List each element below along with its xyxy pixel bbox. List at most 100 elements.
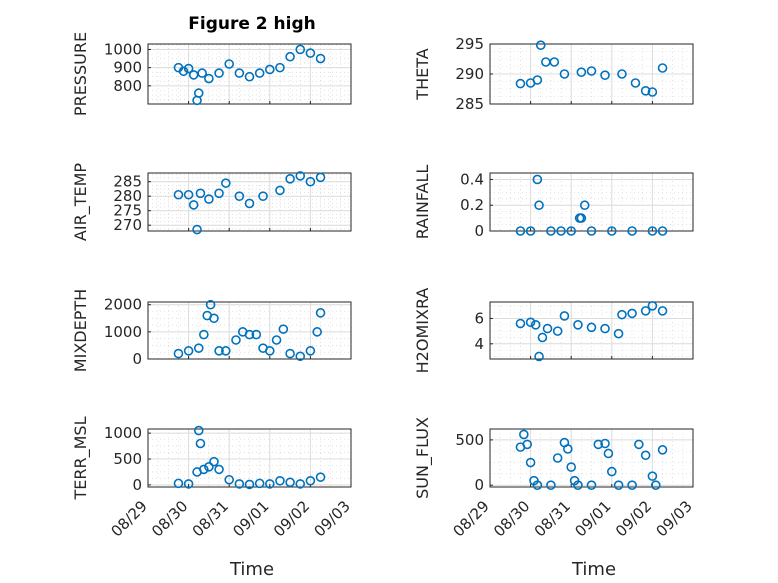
data-point — [617, 69, 627, 79]
data-point — [657, 63, 668, 73]
data-point — [195, 438, 206, 449]
axes-box — [147, 301, 352, 360]
y-axis-label: PRESSURE — [71, 32, 90, 116]
data-point — [205, 299, 216, 310]
y-tick-label: 290 — [455, 65, 484, 83]
data-point — [221, 346, 231, 356]
data-point — [647, 300, 658, 311]
data-point — [563, 444, 573, 454]
y-tick-label: 270 — [113, 216, 142, 234]
data-point — [275, 62, 285, 73]
x-axis-label-right: Time — [571, 559, 616, 580]
data-point — [549, 57, 560, 67]
data-point — [305, 346, 316, 356]
subplot-rainfall: 0 0.2 0.4 RAINFALL — [413, 165, 694, 240]
data-point — [285, 348, 295, 359]
y-tick-label: 0 — [132, 476, 142, 494]
data-point — [586, 480, 597, 490]
data-point — [515, 226, 526, 236]
y-tick-label: 1000 — [104, 323, 142, 341]
data-point — [312, 327, 322, 337]
y-tick-label: 1000 — [104, 40, 142, 58]
y-tick-label: 1000 — [104, 424, 142, 442]
data-point — [173, 189, 184, 200]
data-point — [295, 479, 306, 489]
data-point — [193, 425, 204, 436]
axes-box — [489, 172, 694, 232]
data-point — [532, 480, 543, 490]
data-point — [214, 464, 224, 475]
data-point — [178, 66, 189, 77]
data-point — [234, 479, 245, 489]
subplot-terr_msl: 05001000TERR_MSL08/2908/3008/3109/0109/0… — [71, 416, 354, 540]
data-point — [264, 346, 275, 356]
data-point — [613, 480, 624, 490]
data-point — [244, 198, 255, 209]
data-point — [566, 462, 577, 472]
data-point — [315, 53, 326, 64]
data-point — [183, 479, 194, 489]
data-point — [606, 466, 617, 477]
data-point — [258, 191, 268, 201]
data-point — [254, 478, 265, 489]
data-point — [525, 226, 536, 236]
data-point — [586, 322, 597, 333]
y-axis-label: THETA — [413, 48, 432, 100]
data-point — [640, 450, 651, 461]
data-point — [305, 48, 316, 58]
axes-box — [147, 428, 352, 488]
y-tick-label: 2000 — [104, 296, 142, 314]
y-tick-label: 800 — [113, 77, 142, 95]
subplot-mixdepth: 0 1000 2000 MIXDEPTH — [71, 289, 352, 372]
data-point — [278, 324, 289, 334]
x-tick-label: 09/03 — [653, 497, 696, 540]
data-point — [640, 306, 651, 316]
data-point — [234, 191, 245, 201]
axes-box — [147, 172, 352, 232]
data-point — [600, 323, 610, 334]
y-tick-label: 4 — [474, 335, 484, 353]
data-point — [295, 171, 306, 181]
y-axis-label: SUN_FLUX — [413, 417, 433, 499]
subplot-sun_flux: 0 500 SUN_FLUX 08/2908/3008/3109/0109/0209/… — [413, 417, 696, 540]
x-tick-label: 09/02 — [270, 497, 313, 540]
y-tick-label: 500 — [455, 431, 484, 449]
axes-box — [489, 301, 694, 360]
data-point — [535, 40, 546, 51]
data-point — [606, 226, 617, 236]
data-point — [600, 438, 610, 449]
data-point — [214, 188, 224, 199]
data-point — [173, 348, 184, 359]
y-tick-label: 0 — [474, 222, 484, 240]
axes-box — [147, 43, 352, 105]
data-point — [173, 478, 184, 489]
y-tick-label: 0.4 — [460, 170, 484, 188]
data-point — [244, 479, 255, 490]
data-point — [586, 226, 597, 236]
data-point — [566, 226, 577, 236]
data-point — [647, 87, 658, 97]
data-point — [244, 329, 255, 340]
data-point — [188, 200, 199, 210]
data-point — [209, 456, 219, 467]
data-point — [264, 479, 275, 489]
data-point — [542, 323, 553, 334]
x-axis-label-left: Time — [229, 559, 274, 580]
y-tick-label: 275 — [113, 202, 142, 220]
data-point — [613, 328, 624, 339]
x-tick-label: 09/01 — [229, 497, 272, 540]
data-point — [657, 226, 668, 236]
data-point — [197, 68, 207, 78]
data-point — [576, 213, 587, 223]
data-point — [593, 439, 604, 450]
y-tick-label: 0 — [474, 476, 484, 494]
data-point — [515, 78, 526, 89]
x-tick-label: 09/03 — [311, 497, 354, 540]
data-point — [305, 176, 316, 187]
data-point — [541, 57, 551, 67]
data-point — [234, 68, 245, 78]
data-point — [525, 457, 536, 468]
data-point — [525, 317, 536, 328]
